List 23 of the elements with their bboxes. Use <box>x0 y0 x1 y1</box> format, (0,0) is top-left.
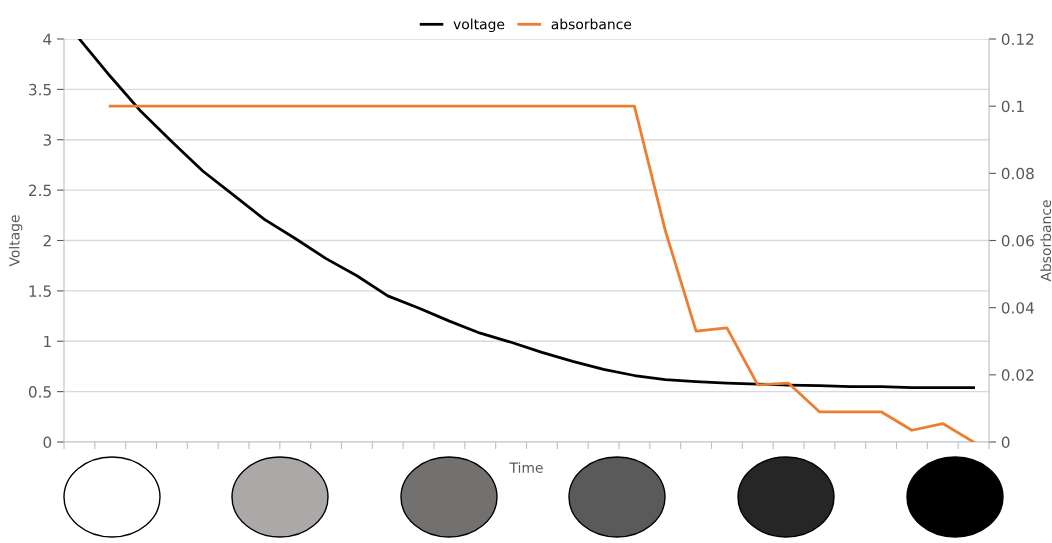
line-series <box>108 104 975 442</box>
y-axis-title: Voltage <box>8 215 23 267</box>
y-tick-label: 4 <box>43 33 52 45</box>
y-tick-label: 0.5 <box>28 386 51 398</box>
y2-tick-label: 0.04 <box>1001 302 1034 314</box>
x-axis-title: Time <box>509 462 543 473</box>
y-tick-label: 2 <box>43 234 51 247</box>
y2-tick-label: 0.08 <box>1001 167 1034 180</box>
y-tick-label: 1.5 <box>29 285 51 297</box>
y-tick-label: 3 <box>43 134 51 146</box>
y2-axis-title: Absorbance <box>1040 200 1052 282</box>
y-tick-label: 3.5 <box>29 83 51 96</box>
legend-label: absorbance <box>551 18 632 30</box>
legend-label: voltage <box>453 18 505 33</box>
y2-tick-label: 0.12 <box>1001 33 1034 46</box>
y2-tick-label: 0.06 <box>1001 234 1034 247</box>
y2-tick-label: 0.02 <box>1001 369 1034 381</box>
y-tick-label: 2.5 <box>29 184 51 197</box>
y-tick-label: 1 <box>44 335 51 348</box>
y-tick-label: 0 <box>43 436 52 449</box>
line-series <box>78 39 975 389</box>
y2-tick-label: 0.1 <box>1001 100 1024 113</box>
y2-tick-label: 0 <box>1001 436 1010 449</box>
